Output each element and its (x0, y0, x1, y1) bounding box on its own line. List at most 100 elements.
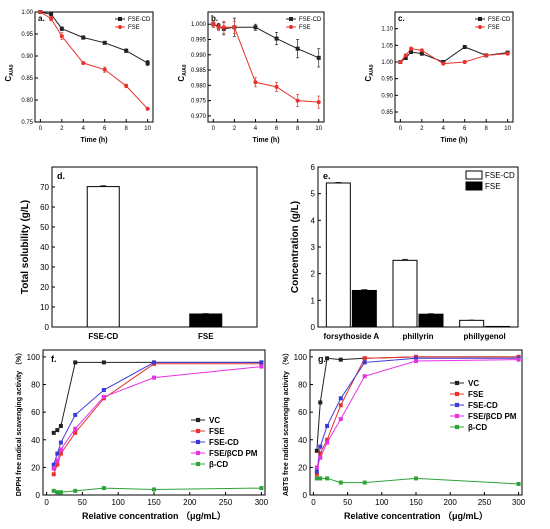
x-tick-label: 8 (125, 126, 129, 132)
x-tick-label: 10 (144, 126, 151, 132)
y-axis-label-sub: A/A0 (9, 64, 15, 76)
x-axis-label: Time (h) (252, 137, 279, 144)
series-line (213, 23, 319, 103)
data-point (101, 394, 106, 399)
data-point (124, 83, 129, 88)
data-point (59, 26, 64, 31)
panel-e: e. 0 1 2 3 4 5 6 forsythoside A phillyrin phillyge… (290, 163, 519, 341)
y-tick-label: 0 (45, 323, 50, 332)
y-axis-label-main: C (177, 76, 186, 82)
panel-f: f. 0 50 100 150 200 250 300 0 20 40 60 80 100 Relative… (15, 349, 269, 521)
y-tick-label: 0.90 (21, 54, 33, 60)
data-point (318, 476, 323, 481)
data-point (73, 430, 78, 435)
legend-swatch (465, 181, 483, 191)
legend-marker (454, 413, 460, 419)
y-tick-label: 20 (40, 283, 49, 292)
panel-label: c. (398, 14, 405, 23)
x-tick-label: 0 (39, 126, 43, 132)
data-point (59, 34, 64, 39)
y-tick-label: 70 (40, 183, 49, 192)
x-tick-label: 8 (485, 126, 489, 132)
legend-label: FSE (468, 390, 484, 399)
data-point (462, 60, 467, 64)
panel-a-frame (34, 11, 154, 123)
data-point (51, 472, 56, 477)
y-tick-label: 2 (311, 270, 316, 279)
x-tick-label: 8 (296, 126, 300, 132)
data-point (441, 61, 446, 66)
y-axis-label-sub: A/A0 (369, 64, 375, 76)
x-tick-label: 250 (219, 498, 233, 507)
legend-label: VC (209, 416, 220, 425)
x-category-label: phillygenol (464, 332, 506, 341)
data-point (314, 448, 319, 453)
y-axis-label: Total solubility (g/L) (20, 200, 31, 294)
data-point (253, 25, 258, 30)
x-tick-label: 10 (315, 126, 322, 132)
x-tick-label: 200 (444, 498, 458, 507)
data-point (398, 60, 403, 64)
x-tick-label: 2 (233, 126, 237, 132)
data-point (462, 45, 467, 49)
y-axis-label-main: C (4, 76, 13, 82)
x-tick-label: 4 (442, 126, 446, 132)
data-point (409, 46, 414, 51)
data-point (259, 364, 264, 369)
y-tick-label: 1.10 (381, 27, 393, 33)
panel-label: f. (51, 354, 57, 364)
panel-g-frame (309, 349, 523, 496)
data-point (102, 67, 107, 72)
data-point (58, 440, 63, 445)
legend-marker (478, 25, 482, 29)
data-point (409, 50, 414, 54)
x-tick-label: 2 (420, 126, 424, 132)
y-tick-label: 40 (31, 436, 40, 445)
x-tick-label: 0 (311, 498, 316, 507)
data-point (314, 469, 319, 474)
data-point (145, 61, 150, 66)
x-tick-label: 250 (478, 498, 492, 507)
series-fse (38, 10, 150, 111)
y-tick-label: 0.995 (191, 38, 207, 44)
panel-label: d. (57, 171, 65, 181)
y-tick-label: 0.85 (381, 110, 393, 116)
panel-label: g. (318, 354, 326, 364)
data-point (216, 25, 221, 30)
data-point (232, 25, 237, 30)
data-point (101, 388, 106, 393)
data-point (316, 55, 321, 60)
data-point (259, 486, 264, 491)
data-point (325, 440, 330, 445)
panel-d: d. 0 10 20 30 40 50 60 70 FSE-CD FSE Total solubili… (20, 166, 258, 341)
panel-b-frame (207, 11, 325, 123)
data-point (49, 16, 54, 21)
y-tick-label: 1.000 (191, 22, 207, 28)
legend-label: FSE (485, 182, 501, 191)
x-tick-label: 10 (504, 126, 511, 132)
series-fse-cd (314, 356, 521, 474)
data-point (124, 48, 129, 53)
data-point (73, 360, 78, 365)
legend-label: FSE-CD (468, 401, 498, 410)
y-axis-label-sub: A/A0 (182, 64, 188, 76)
series-line (399, 48, 508, 65)
data-point (338, 403, 343, 408)
y-tick-label: 0.90 (381, 93, 393, 99)
series--cd (51, 486, 264, 495)
x-tick-label: 6 (463, 126, 467, 132)
y-tick-label: 0.990 (191, 53, 207, 59)
y-tick-label: 0.985 (191, 68, 207, 74)
data-point (145, 106, 150, 111)
series-line (53, 361, 262, 434)
y-tick-label: 0.970 (191, 114, 207, 120)
series-fse-cd-pm (51, 364, 264, 471)
series-vc (51, 360, 264, 435)
x-tick-label: 150 (147, 498, 161, 507)
bar-fse-cd (86, 186, 120, 328)
data-point (314, 465, 319, 470)
data-point (38, 10, 43, 14)
series-fse-cd-pm (314, 357, 521, 470)
y-tick-label: 40 (40, 243, 49, 252)
panel-label: e. (323, 171, 331, 181)
